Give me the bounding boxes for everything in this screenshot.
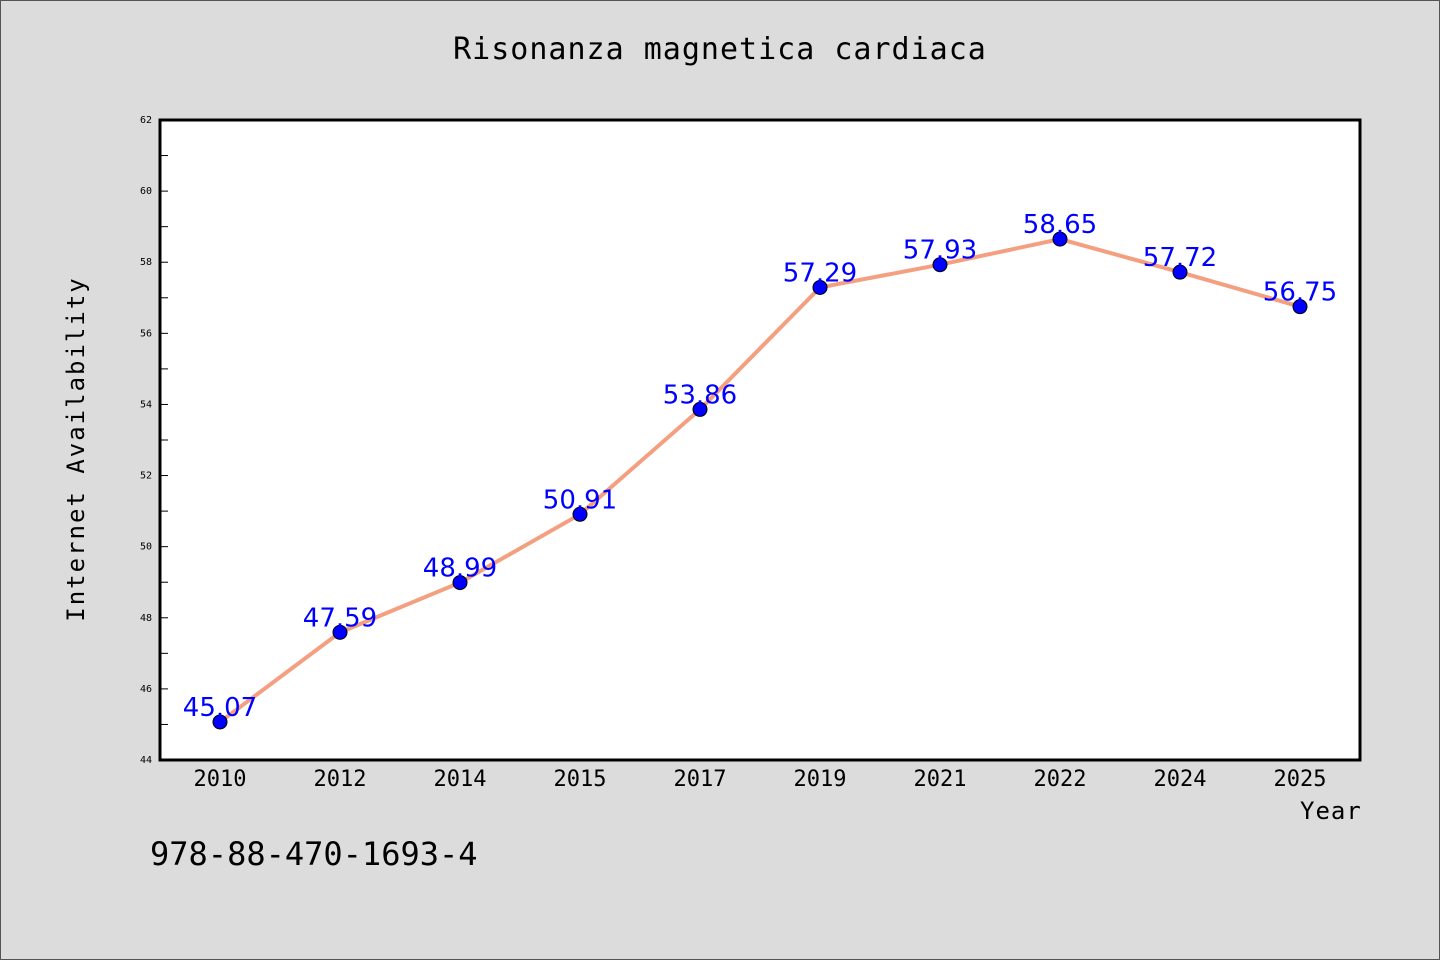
data-label: 45.07	[183, 693, 257, 723]
y-tick-label: 44	[140, 755, 152, 766]
data-label: 48.99	[423, 554, 497, 584]
data-label: 50.91	[543, 485, 617, 515]
chart-title: Risonanza magnetica cardiaca	[453, 32, 987, 67]
data-point	[1172, 264, 1188, 280]
data-label: 53.86	[663, 380, 737, 410]
series-line	[218, 237, 1301, 724]
x-tick-label: 2024	[1154, 767, 1207, 792]
y-tick-label: 50	[140, 542, 152, 553]
data-point	[212, 714, 228, 730]
data-label: 56.75	[1263, 278, 1337, 308]
y-tick-label: 62	[140, 115, 152, 126]
x-tick-label: 2017	[674, 767, 727, 792]
y-tick-label: 60	[140, 186, 152, 197]
y-tick-label: 52	[140, 471, 152, 482]
data-label: 57.72	[1143, 243, 1217, 273]
data-point	[572, 506, 588, 522]
x-tick-label: 2010	[194, 767, 247, 792]
x-tick-label: 2021	[914, 767, 967, 792]
x-tick-label: 2022	[1034, 767, 1087, 792]
data-point	[452, 575, 468, 591]
data-point	[332, 624, 348, 640]
y-tick-label: 54	[140, 399, 152, 410]
y-tick-label: 58	[140, 257, 152, 268]
data-label: 58.65	[1023, 210, 1097, 240]
data-point	[692, 401, 708, 417]
plot-area	[158, 118, 1362, 762]
data-point	[1292, 299, 1308, 315]
data-point	[812, 279, 828, 295]
isbn-footnote: 978-88-470-1693-4	[150, 835, 478, 873]
data-label: 57.29	[783, 258, 857, 288]
data-point	[1052, 231, 1068, 247]
x-tick-label: 2014	[434, 767, 487, 792]
x-tick-label: 2019	[794, 767, 847, 792]
x-tick-label: 2012	[314, 767, 367, 792]
x-tick-label: 2025	[1274, 767, 1327, 792]
y-tick-label: 56	[140, 328, 152, 339]
data-label: 47.59	[303, 603, 377, 633]
x-tick-label: 2015	[554, 767, 607, 792]
data-point	[932, 257, 948, 273]
y-tick-label: 48	[140, 613, 152, 624]
x-axis-title: Year	[1300, 797, 1362, 825]
data-label: 57.93	[903, 236, 977, 266]
y-tick-label: 46	[140, 684, 152, 695]
